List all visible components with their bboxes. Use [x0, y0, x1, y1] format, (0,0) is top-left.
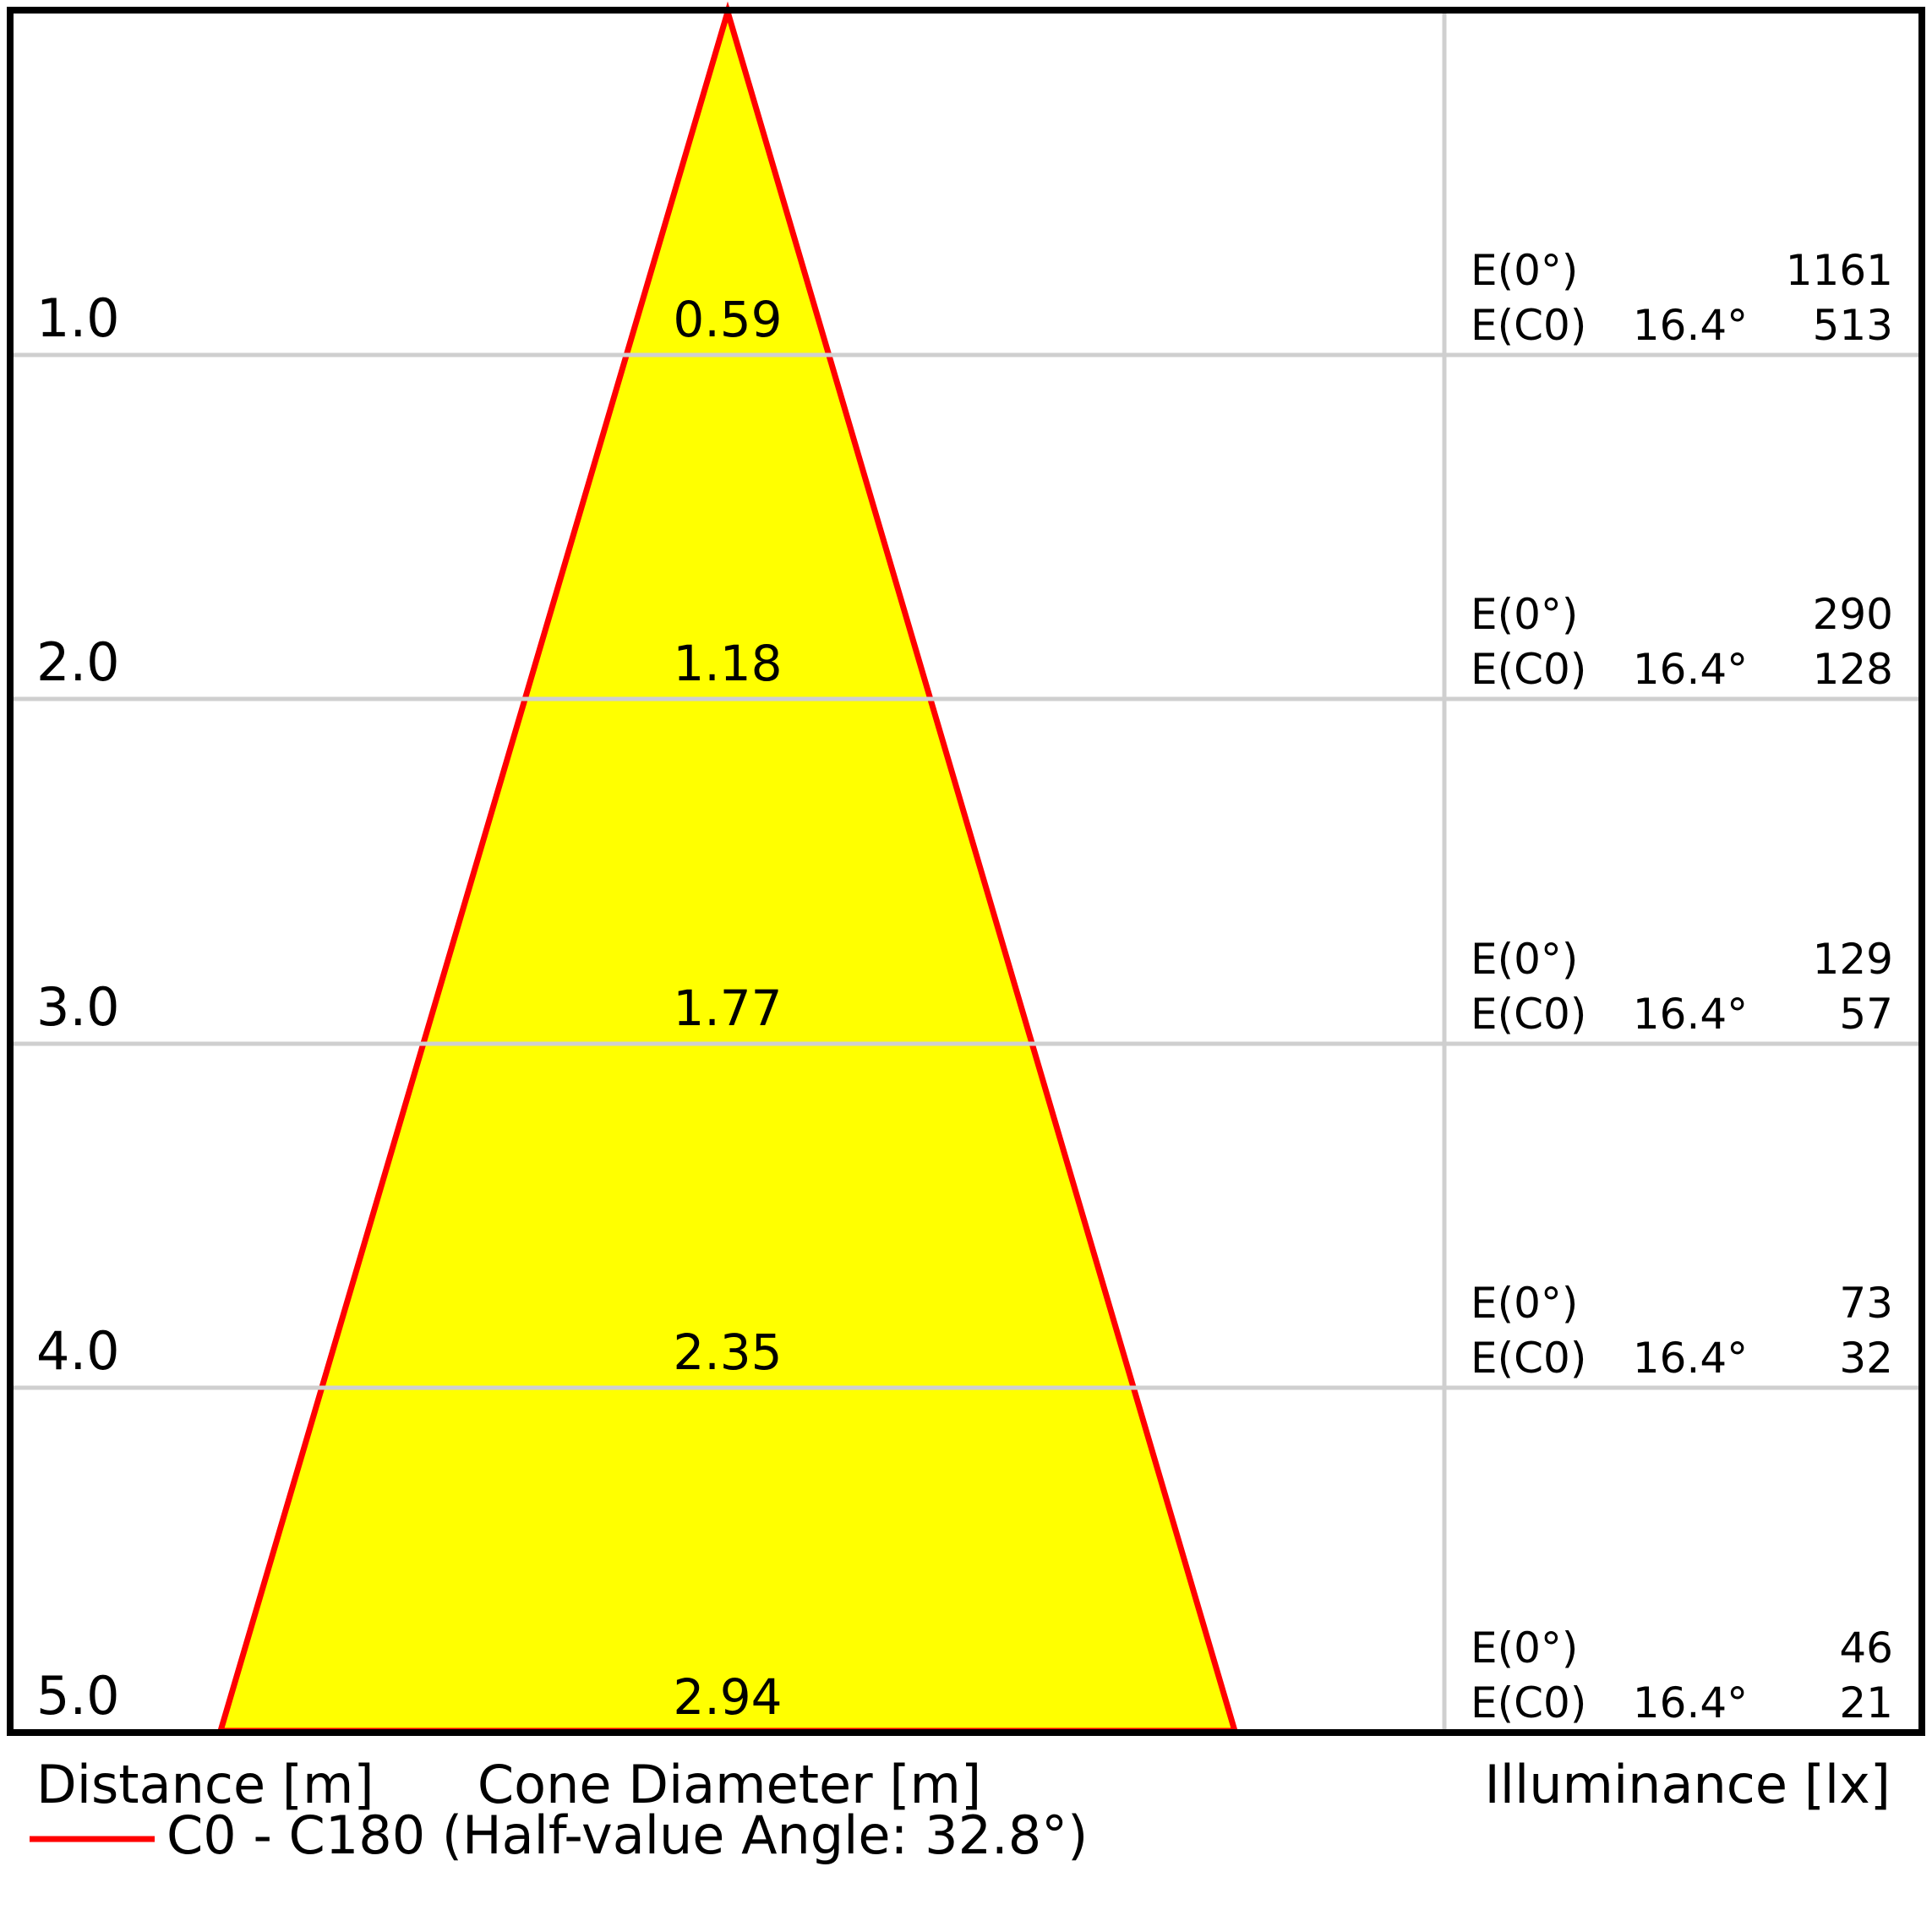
- gridlines: [12, 352, 1920, 1390]
- ec0-value: 128: [1813, 645, 1893, 694]
- e0-value: 1161: [1786, 246, 1893, 295]
- ec0-label: E(C0): [1471, 1334, 1586, 1383]
- e0-label: E(0°): [1471, 1624, 1578, 1673]
- chart-frame: [7, 7, 1925, 1736]
- distance-label: 5.0: [36, 1665, 120, 1727]
- e0-value: 290: [1813, 590, 1893, 639]
- half-angle-value: 16.4°: [1633, 1678, 1748, 1727]
- cone-diameter-axis-label: Cone Diameter [m]: [478, 1754, 981, 1815]
- footer-labels: Distance [m] Cone Diameter [m] Illuminan…: [36, 1754, 1891, 1815]
- ec0-label: E(C0): [1471, 1678, 1586, 1727]
- legend: C0 - C180 (Half-value Angle: 32.8°): [30, 1804, 1088, 1866]
- legend-label: C0 - C180 (Half-value Angle: 32.8°): [166, 1804, 1088, 1866]
- ec0-value: 21: [1839, 1678, 1893, 1727]
- light-cone-shape: [216, 1, 1239, 1734]
- ec0-label: E(C0): [1471, 645, 1586, 694]
- row-4m: 4.0 2.35 E(0°) 73 E(C0) 16.4° 32: [36, 1279, 1893, 1383]
- cone-diameter-value: 0.59: [673, 291, 782, 348]
- half-angle-value: 16.4°: [1633, 645, 1748, 694]
- cone-diameter-value: 1.77: [673, 980, 782, 1037]
- ec0-label: E(C0): [1471, 301, 1586, 350]
- e0-label: E(0°): [1471, 246, 1578, 295]
- e0-label: E(0°): [1471, 935, 1578, 984]
- distance-axis-label: Distance [m]: [36, 1754, 374, 1815]
- distance-label: 4.0: [36, 1320, 120, 1382]
- distance-label: 1.0: [36, 287, 120, 349]
- e0-label: E(0°): [1471, 590, 1578, 639]
- ec0-value: 513: [1813, 301, 1893, 350]
- ec0-label: E(C0): [1471, 990, 1586, 1039]
- half-angle-value: 16.4°: [1633, 1334, 1748, 1383]
- row-3m: 3.0 1.77 E(0°) 129 E(C0) 16.4° 57: [36, 935, 1893, 1039]
- cone-diameter-value: 2.94: [673, 1668, 782, 1726]
- e0-value: 129: [1813, 935, 1893, 984]
- ec0-value: 57: [1839, 990, 1893, 1039]
- cone-diameter-value: 1.18: [673, 635, 782, 692]
- e0-label: E(0°): [1471, 1279, 1578, 1328]
- cone-diameter-value: 2.35: [673, 1323, 782, 1381]
- distance-label: 2.0: [36, 631, 120, 693]
- ec0-value: 32: [1839, 1334, 1893, 1383]
- half-angle-value: 16.4°: [1633, 990, 1748, 1039]
- e0-value: 73: [1839, 1279, 1893, 1328]
- half-angle-value: 16.4°: [1633, 301, 1748, 350]
- row-2m: 2.0 1.18 E(0°) 290 E(C0) 16.4° 128: [36, 590, 1893, 694]
- illuminance-axis-label: Illuminance [lx]: [1485, 1754, 1891, 1815]
- e0-value: 46: [1839, 1624, 1893, 1673]
- row-5m: 5.0 2.94 E(0°) 46 E(C0) 16.4° 21: [36, 1624, 1893, 1727]
- distance-label: 3.0: [36, 976, 120, 1038]
- row-1m: 1.0 0.59 E(0°) 1161 E(C0) 16.4° 513: [36, 246, 1893, 350]
